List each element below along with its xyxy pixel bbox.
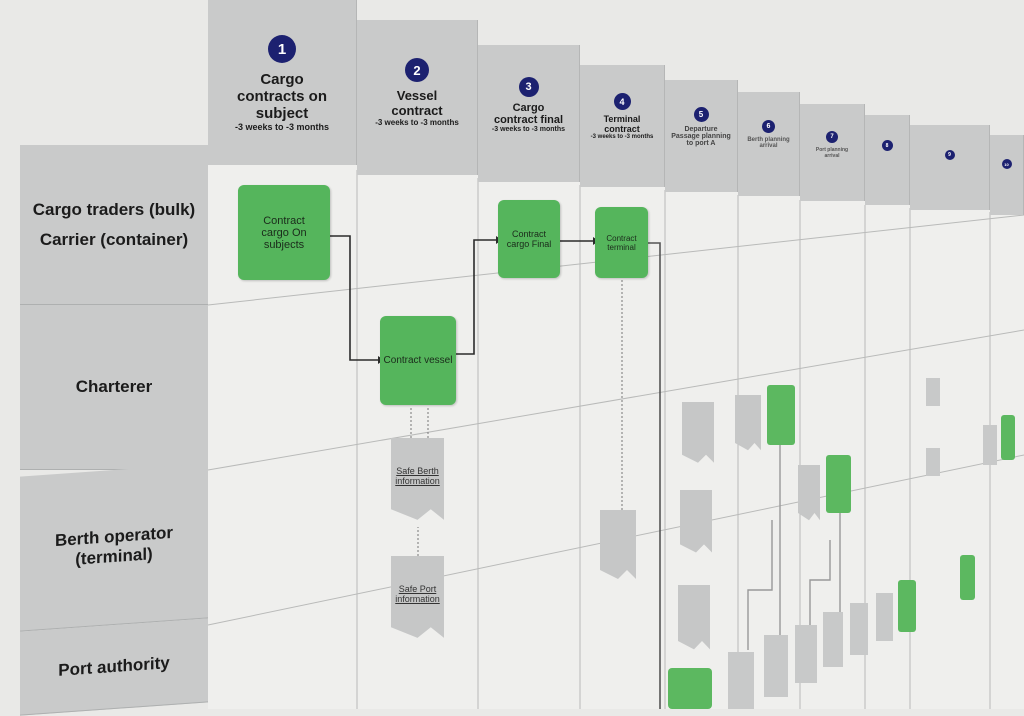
document	[876, 593, 893, 641]
step-number: 2	[405, 58, 429, 82]
document	[850, 603, 868, 655]
step-header-6: 6 Berth planning arrival	[738, 92, 800, 196]
task-contract-cargo-on-subjects: Contract cargo On subjects	[238, 185, 330, 280]
step-timing: -3 weeks to -3 months	[491, 126, 566, 133]
step-number: 1	[268, 35, 296, 63]
lane-cargo-traders-carrier: Cargo traders (bulk) Carrier (container)	[20, 145, 208, 305]
step-number: 5	[693, 107, 709, 122]
task	[826, 455, 851, 513]
document	[680, 490, 712, 553]
step-number: 3	[518, 77, 539, 97]
flow-arrow	[456, 239, 496, 355]
task-contract-vessel: Contract vessel	[380, 316, 456, 405]
flow-arrow	[648, 242, 661, 709]
document-safe-port-information: Safe Port information	[391, 556, 444, 638]
task	[960, 555, 975, 600]
task	[767, 385, 795, 445]
step-header-4: 4 Terminal contract -3 weeks to -3 month…	[580, 65, 665, 187]
task	[898, 580, 916, 632]
step-title: Cargo contracts on subject	[236, 71, 327, 122]
step-number: 8	[881, 140, 893, 151]
document	[798, 465, 820, 521]
document-safe-berth-information: Safe Berth information	[391, 438, 444, 520]
step-header-2: 2 Vessel contract -3 weeks to -3 months	[357, 20, 478, 175]
document	[795, 625, 817, 683]
document	[735, 395, 761, 451]
step-header-8: 8	[865, 115, 910, 205]
task	[668, 668, 712, 709]
lane-charterer: Charterer	[20, 305, 208, 470]
step-header-9: 9	[910, 125, 990, 210]
step-timing: -3 weeks to -3 months	[590, 134, 654, 140]
step-header-7: 7 Port planning arrival	[800, 104, 865, 201]
document	[926, 378, 940, 406]
step-number: 4	[613, 93, 631, 110]
document	[983, 425, 997, 465]
lane-port-authority: Port authority	[20, 618, 208, 716]
document	[682, 402, 714, 463]
step-title: Vessel contract	[391, 88, 443, 118]
lane-berth-operator: Berth operator (terminal)	[20, 463, 208, 632]
step-header-5: 5 Departure Passage planning to port A	[665, 80, 738, 192]
task-contract-cargo-final: Contract cargo Final	[498, 200, 560, 278]
document	[600, 510, 636, 579]
task	[1001, 415, 1015, 460]
step-title: Cargo contract final	[493, 102, 564, 126]
flow-arrow	[330, 235, 378, 361]
step-number: 7	[826, 131, 838, 143]
step-title: Terminal contract	[603, 114, 641, 134]
step-number: 9	[944, 150, 955, 160]
step-number: 6	[762, 120, 775, 133]
step-timing: -3 weeks to -3 months	[234, 122, 330, 132]
step-header-1: 1 Cargo contracts on subject -3 weeks to…	[208, 0, 357, 165]
task-contract-terminal: Contract terminal	[595, 207, 648, 278]
step-title: Port planning arrival	[815, 147, 849, 159]
document	[926, 448, 940, 476]
document	[764, 635, 788, 697]
step-header-10: 10	[990, 135, 1024, 215]
document	[678, 585, 710, 650]
document	[728, 652, 754, 709]
step-timing: -3 weeks to -3 months	[375, 118, 459, 127]
step-number: 10	[1001, 159, 1012, 169]
step-header-3: 3 Cargo contract final -3 weeks to -3 mo…	[478, 45, 580, 182]
document	[823, 612, 843, 667]
step-title: Departure Passage planning to port A	[671, 126, 731, 147]
step-title: Berth planning arrival	[747, 137, 790, 149]
